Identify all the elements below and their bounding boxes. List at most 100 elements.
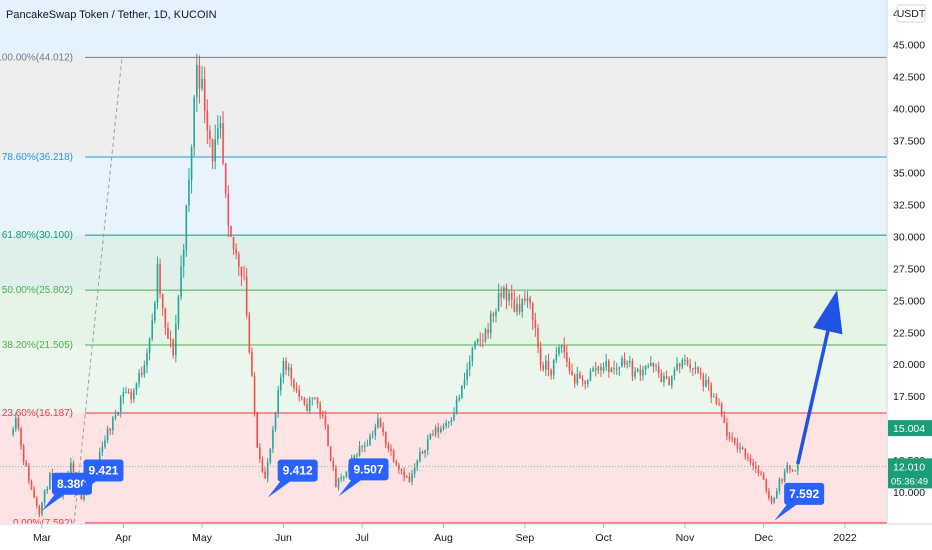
candle-body-49 — [140, 372, 143, 375]
candle-body-266 — [710, 384, 712, 398]
currency-label-box[interactable] — [896, 4, 926, 23]
candle-body-282 — [752, 462, 754, 466]
candle-body-263 — [702, 375, 705, 387]
candle-body-273 — [728, 436, 731, 438]
candle-body-290 — [773, 497, 775, 503]
candle-body-60 — [169, 338, 172, 340]
candle-body-203 — [545, 360, 547, 370]
fib-zone-3 — [0, 235, 887, 291]
callout-box-3 — [348, 458, 389, 481]
time-axis-ticks[interactable]: Mar Apr May Jun Jul Aug Sep Oct Nov Dec 2022 — [33, 524, 857, 544]
price-callout-1[interactable]: 9.421 — [73, 459, 124, 498]
candle-body-86 — [237, 253, 240, 267]
candle-body-56 — [159, 264, 161, 294]
candle-body-72 — [201, 79, 203, 89]
time-tick-10: 2022 — [833, 532, 857, 544]
candle-body-221 — [592, 368, 594, 372]
candle-body-284 — [757, 468, 760, 473]
candle-body-224 — [600, 366, 602, 371]
candle-body-7 — [30, 481, 33, 490]
price-tick-14: 45.000 — [893, 40, 925, 52]
price-tick-3: 17.500 — [893, 391, 925, 403]
candle-body-4 — [22, 445, 25, 463]
candle-body-242 — [647, 366, 650, 368]
time-tick-7: Oct — [595, 532, 611, 544]
current-price-tag — [888, 458, 932, 489]
candle-body-14 — [49, 473, 51, 489]
candle-body-164 — [442, 426, 445, 429]
candle-body-244 — [652, 362, 655, 367]
candle-body-186 — [500, 293, 503, 298]
candle-body-234 — [626, 362, 629, 365]
candle-body-293 — [781, 479, 783, 482]
candle-body-190 — [510, 292, 513, 300]
candle-body-277 — [739, 447, 741, 449]
candle-body-243 — [650, 362, 652, 367]
callout-text-4: 7.592 — [789, 487, 819, 501]
candle-body-279 — [744, 448, 747, 457]
candle-body-214 — [573, 375, 576, 384]
candle-body-134 — [363, 445, 366, 448]
candle-body-163 — [440, 428, 442, 433]
price-tick-5: 22.500 — [893, 327, 925, 339]
arrow-shaft[interactable] — [796, 330, 830, 465]
callout-pointer-1 — [73, 479, 99, 498]
callout-pointer-3 — [338, 478, 364, 497]
candle-body-236 — [631, 361, 634, 377]
candle-body-8 — [33, 489, 35, 499]
candle-body-22 — [70, 462, 72, 475]
candle-body-216 — [579, 373, 581, 379]
fib-label-4: 38.20%(21.505) — [2, 340, 73, 351]
fib-label-1: 78.60%(36.218) — [2, 152, 73, 163]
candle-body-123 — [335, 467, 337, 488]
fib-label-3: 50.00%(25.802) — [2, 285, 73, 296]
time-tick-3: Jun — [275, 532, 292, 544]
candle-body-106 — [290, 367, 293, 380]
price-tick-0: 10.000 — [893, 487, 925, 499]
candle-body-112 — [306, 404, 308, 411]
fib-zone-1 — [0, 57, 887, 157]
candle-body-101 — [277, 390, 279, 414]
price-callout-2[interactable]: 9.412 — [267, 459, 318, 498]
candle-body-194 — [521, 298, 524, 312]
callout-text-1: 9.421 — [88, 463, 118, 477]
candle-body-0 — [12, 429, 14, 435]
candle-body-291 — [775, 491, 778, 498]
time-tick-2: May — [192, 532, 213, 544]
candle-body-262 — [699, 372, 702, 376]
candle-body-64 — [180, 266, 182, 297]
candle-body-126 — [342, 476, 345, 478]
candle-body-80 — [222, 123, 224, 164]
candle-body-48 — [138, 372, 140, 384]
price-callout-3[interactable]: 9.507 — [338, 458, 389, 497]
candle-body-264 — [705, 379, 707, 387]
candle-body-91 — [251, 351, 253, 376]
candle-body-3 — [20, 427, 22, 446]
candle-body-131 — [356, 455, 358, 457]
candle-body-271 — [723, 415, 726, 423]
projection-arrow[interactable] — [796, 290, 843, 465]
candle-body-153 — [413, 467, 416, 474]
candle-body-77 — [214, 139, 217, 162]
candle-body-52 — [148, 338, 151, 353]
price-tick-6: 25.000 — [893, 295, 925, 307]
fib-lines — [85, 56, 887, 524]
candle-body-209 — [560, 344, 563, 348]
candle-body-144 — [390, 448, 392, 451]
candle-body-296 — [789, 465, 791, 470]
price-axis-ticks[interactable]: 10.00012.50015.00017.50020.00022.50025.0… — [893, 8, 925, 499]
price-callout-4[interactable]: 7.592 — [774, 482, 825, 521]
candle-body-110 — [300, 396, 303, 399]
candle-body-53 — [151, 320, 154, 339]
candle-body-85 — [235, 249, 237, 254]
candle-body-113 — [308, 399, 311, 411]
candle-body-162 — [437, 427, 440, 433]
candle-body-115 — [314, 397, 316, 399]
callout-text-0: 8.380 — [57, 477, 87, 491]
candle-body-12 — [43, 490, 46, 503]
arrow-head[interactable] — [813, 290, 843, 335]
chart-title: PancakeSwap Token / Tether, 1D, KUCOIN — [6, 9, 217, 21]
candle-body-173 — [466, 369, 468, 380]
